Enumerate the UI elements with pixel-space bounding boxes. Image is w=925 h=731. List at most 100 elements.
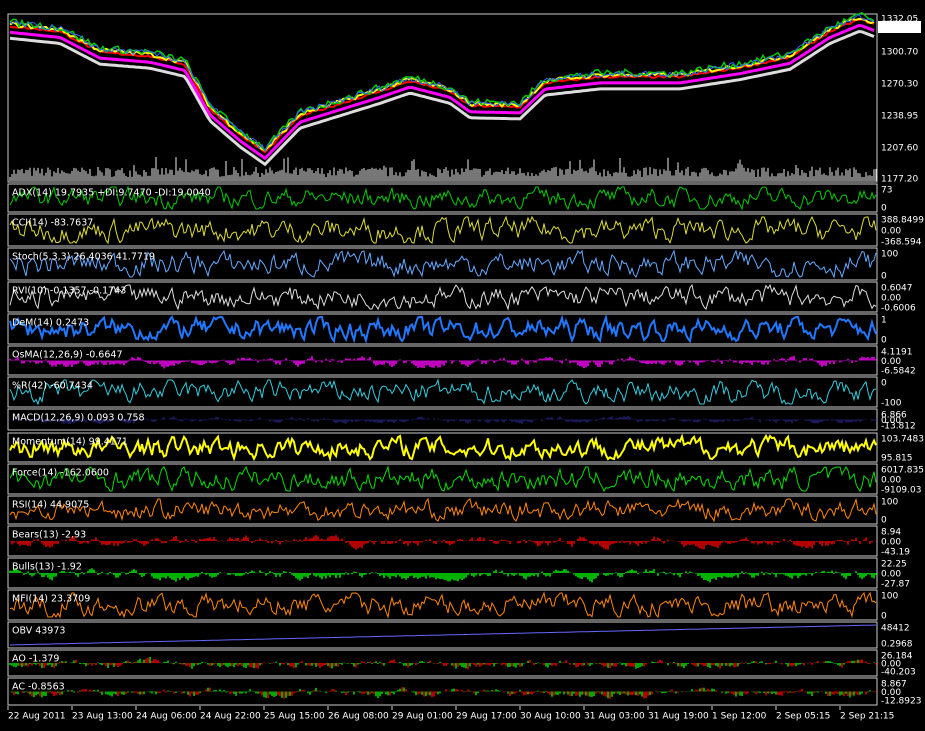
indicator-axis-label: -43.19 [881,548,910,558]
indicator-axis-label: 0.00 [881,688,901,698]
indicator-axis-label: 0.00 [881,294,901,304]
indicator-axis-label: 8.94 [881,528,901,538]
indicator-label: RSI(14) 44.9075 [12,500,89,511]
indicator-panel [7,183,878,213]
time-axis-label: 22 Aug 2011 [8,712,66,722]
indicator-axis-label: -6.5842 [881,367,916,377]
indicator-panel [7,557,878,589]
time-axis-label: 1 Sep 12:00 [712,712,767,722]
moving-average [9,11,875,152]
indicator-line [9,249,877,279]
indicator-axis-label: 95.815 [881,454,913,464]
indicator-panel [7,649,878,677]
indicator-label: MFI(14) 23.3709 [12,594,90,605]
indicator-axis-label: 0.00 [881,538,901,548]
time-axis-label: 2 Sep 05:15 [776,712,830,722]
indicator-axis-label: -27.87 [881,580,910,590]
indicator-axis-label: 6017.835 [881,466,924,476]
price-axis-label: 1238.95 [881,112,918,122]
indicator-axis-label: 388.8499 [881,216,924,226]
indicator-line [9,215,877,245]
indicator-axis-label: 0 [881,272,887,282]
moving-average [9,29,875,167]
price-marker [878,21,921,33]
time-axis-label: 31 Aug 19:00 [648,712,709,722]
indicator-axis-label: -0.6006 [881,304,916,314]
indicator-label: CCI(14) -83.7637 [12,218,93,229]
indicator-axis-label: -12.8923 [881,697,921,707]
indicator-axis-label: 48412 [881,624,910,634]
time-axis-label: 29 Aug 01:00 [392,712,453,722]
price-axis-label: 1325.27 [881,23,918,33]
indicator-label: MACD(12,26,9) 0.093 0.758 [12,413,145,424]
moving-average [9,23,875,161]
indicator-panel [7,432,878,463]
time-axis-label: 24 Aug 06:00 [136,712,197,722]
indicator-axis-label: -40.203 [881,668,916,678]
time-axis-label: 31 Aug 03:00 [584,712,645,722]
indicator-label: Bears(13) -2.93 [12,530,86,541]
indicator-label: OsMA(12,26,9) -0.6647 [12,350,122,361]
indicator-panel [7,376,878,408]
indicator-label: ADX(14) 19.7935 +DI:9.7470 -DI:19.0040 [12,188,211,199]
indicator-label: OBV 43973 [12,626,65,637]
indicator-axis-label: -13.812 [881,422,916,432]
indicator-axis-label: 100 [881,592,898,602]
indicator-line [9,465,877,493]
indicator-axis-label: 0.2968 [881,640,913,650]
moving-average [9,13,875,152]
indicator-axis-label: -100 [881,399,902,409]
time-axis-label: 29 Aug 17:00 [456,712,517,722]
indicator-panel [7,589,878,621]
indicator-axis-label: 73 [881,186,892,196]
indicator-axis-label: 0 [881,204,887,214]
price-axis-label: 1300.70 [881,48,918,58]
indicator-label: RVI(10) -0.1357 -0.1743 [12,286,126,297]
indicator-axis-label: 0.00 [881,227,901,237]
time-axis-label: 30 Aug 10:00 [520,712,581,722]
indicator-axis-label: 100 [881,250,898,260]
price-axis-label: 1177.20 [881,175,918,185]
indicator-axis-label: 0 [881,379,887,389]
indicator-label: Stoch(5,3,3) 26.4036 41.7719 [12,252,155,263]
indicator-panel [7,247,878,281]
indicator-line [9,433,877,463]
indicator-axis-label: 0.00 [881,357,901,367]
indicator-axis-label: 0.00 [881,660,901,670]
indicator-axis-label: 22.25 [881,560,907,570]
indicator-panel [7,495,878,525]
time-axis-label: 23 Aug 13:00 [72,712,133,722]
indicator-axis-label: 0.6047 [881,284,913,294]
indicator-axis-label: 0.00 [881,476,901,486]
price-axis-label: 1207.60 [881,144,918,154]
indicator-label: AC -0.8563 [12,682,65,693]
indicator-panel [7,345,878,376]
indicator-axis-label: 100 [881,498,898,508]
indicator-panel [7,677,878,706]
indicator-line [9,185,877,211]
indicator-line [9,313,877,345]
indicator-axis-label: 0 [881,336,887,346]
indicator-label: AO -1.379 [12,654,59,665]
indicator-axis-label: 8.867 [881,680,907,690]
indicator-label: Force(14) -162.0600 [12,468,109,479]
time-axis-label: 2 Sep 21:15 [840,712,894,722]
indicator-axis-label: -9109.03 [881,486,921,496]
main-panel [7,13,878,183]
indicator-axis-label: -368.594 [881,238,922,248]
indicator-label: %R(42) -60.7434 [12,381,93,392]
indicator-label: DeM(14) 0.2473 [12,318,89,329]
indicator-panel [7,525,878,557]
indicator-panel [7,463,878,495]
indicator-axis-label: 6.866 [881,411,907,421]
indicator-line [9,624,877,646]
indicator-panel [7,408,878,431]
indicator-line [9,378,877,406]
time-axis-label: 26 Aug 08:00 [328,712,389,722]
indicator-label: Momentum(14) 99.4171 [12,437,128,448]
indicator-panel [7,213,878,247]
indicator-axis-label: 0 [881,612,887,622]
indicator-axis-label: 4.1191 [881,348,913,358]
